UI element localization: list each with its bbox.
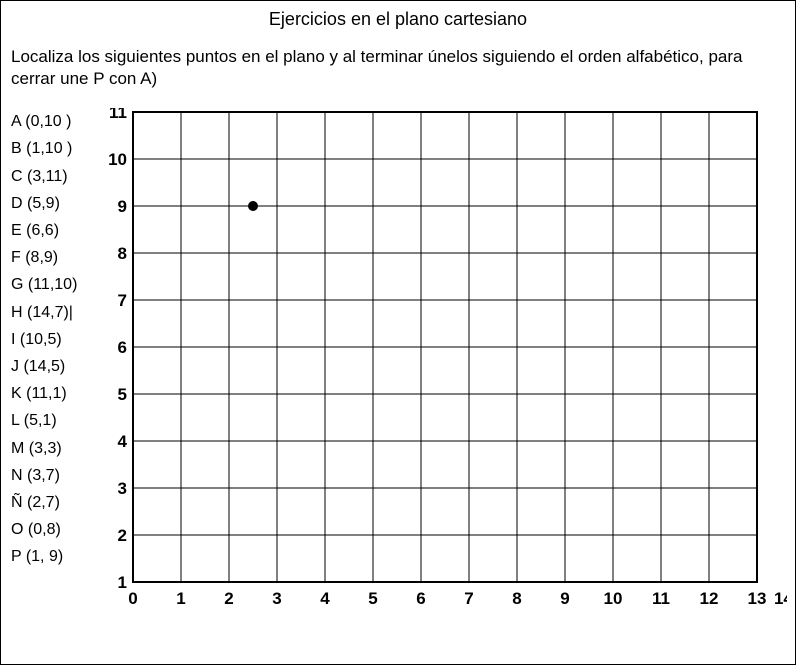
svg-text:10: 10 [604,589,623,608]
point-label: I (10,5) [11,326,77,353]
svg-text:9: 9 [560,589,569,608]
grid-svg: 123456789101101234567891011121314 [101,108,787,610]
svg-text:11: 11 [109,108,127,122]
svg-text:2: 2 [118,526,127,545]
point-label: E (6,6) [11,217,77,244]
svg-text:8: 8 [512,589,521,608]
svg-text:4: 4 [320,589,330,608]
svg-text:9: 9 [118,197,127,216]
point-label: N (3,7) [11,462,77,489]
point-label: J (14,5) [11,353,77,380]
svg-text:11: 11 [652,589,670,608]
svg-text:2: 2 [224,589,233,608]
point-label: Ñ (2,7) [11,489,77,516]
svg-text:1: 1 [118,573,127,592]
point-label: H (14,7)| [11,299,77,326]
point-label: M (3,3) [11,435,77,462]
point-label: O (0,8) [11,516,77,543]
point-label: P (1, 9) [11,543,77,570]
point-label: B (1,10 ) [11,135,77,162]
point-label: K (11,1) [11,380,77,407]
svg-text:13: 13 [748,589,767,608]
svg-text:1: 1 [176,589,185,608]
point-label: L (5,1) [11,407,77,434]
svg-text:7: 7 [464,589,473,608]
svg-text:0: 0 [128,589,137,608]
point-label: G (11,10) [11,271,77,298]
svg-text:6: 6 [118,338,127,357]
point-label: D (5,9) [11,190,77,217]
svg-text:10: 10 [108,150,127,169]
page-title: Ejercicios en el plano cartesiano [1,1,795,30]
points-list: A (0,10 )B (1,10 )C (3,11)D (5,9)E (6,6)… [11,108,77,570]
svg-text:5: 5 [368,589,377,608]
svg-text:3: 3 [118,479,127,498]
cartesian-chart: 123456789101101234567891011121314 [101,108,787,615]
svg-text:5: 5 [118,385,127,404]
point-label: C (3,11) [11,163,77,190]
svg-text:3: 3 [272,589,281,608]
point-label: A (0,10 ) [11,108,77,135]
worksheet-page: Ejercicios en el plano cartesiano Locali… [0,0,796,665]
svg-text:8: 8 [118,244,127,263]
svg-text:6: 6 [416,589,425,608]
svg-text:4: 4 [118,432,128,451]
svg-text:14: 14 [774,589,787,608]
point-label: F (8,9) [11,244,77,271]
svg-text:12: 12 [700,589,719,608]
instructions-text: Localiza los siguientes puntos en el pla… [1,30,795,90]
svg-text:7: 7 [118,291,127,310]
